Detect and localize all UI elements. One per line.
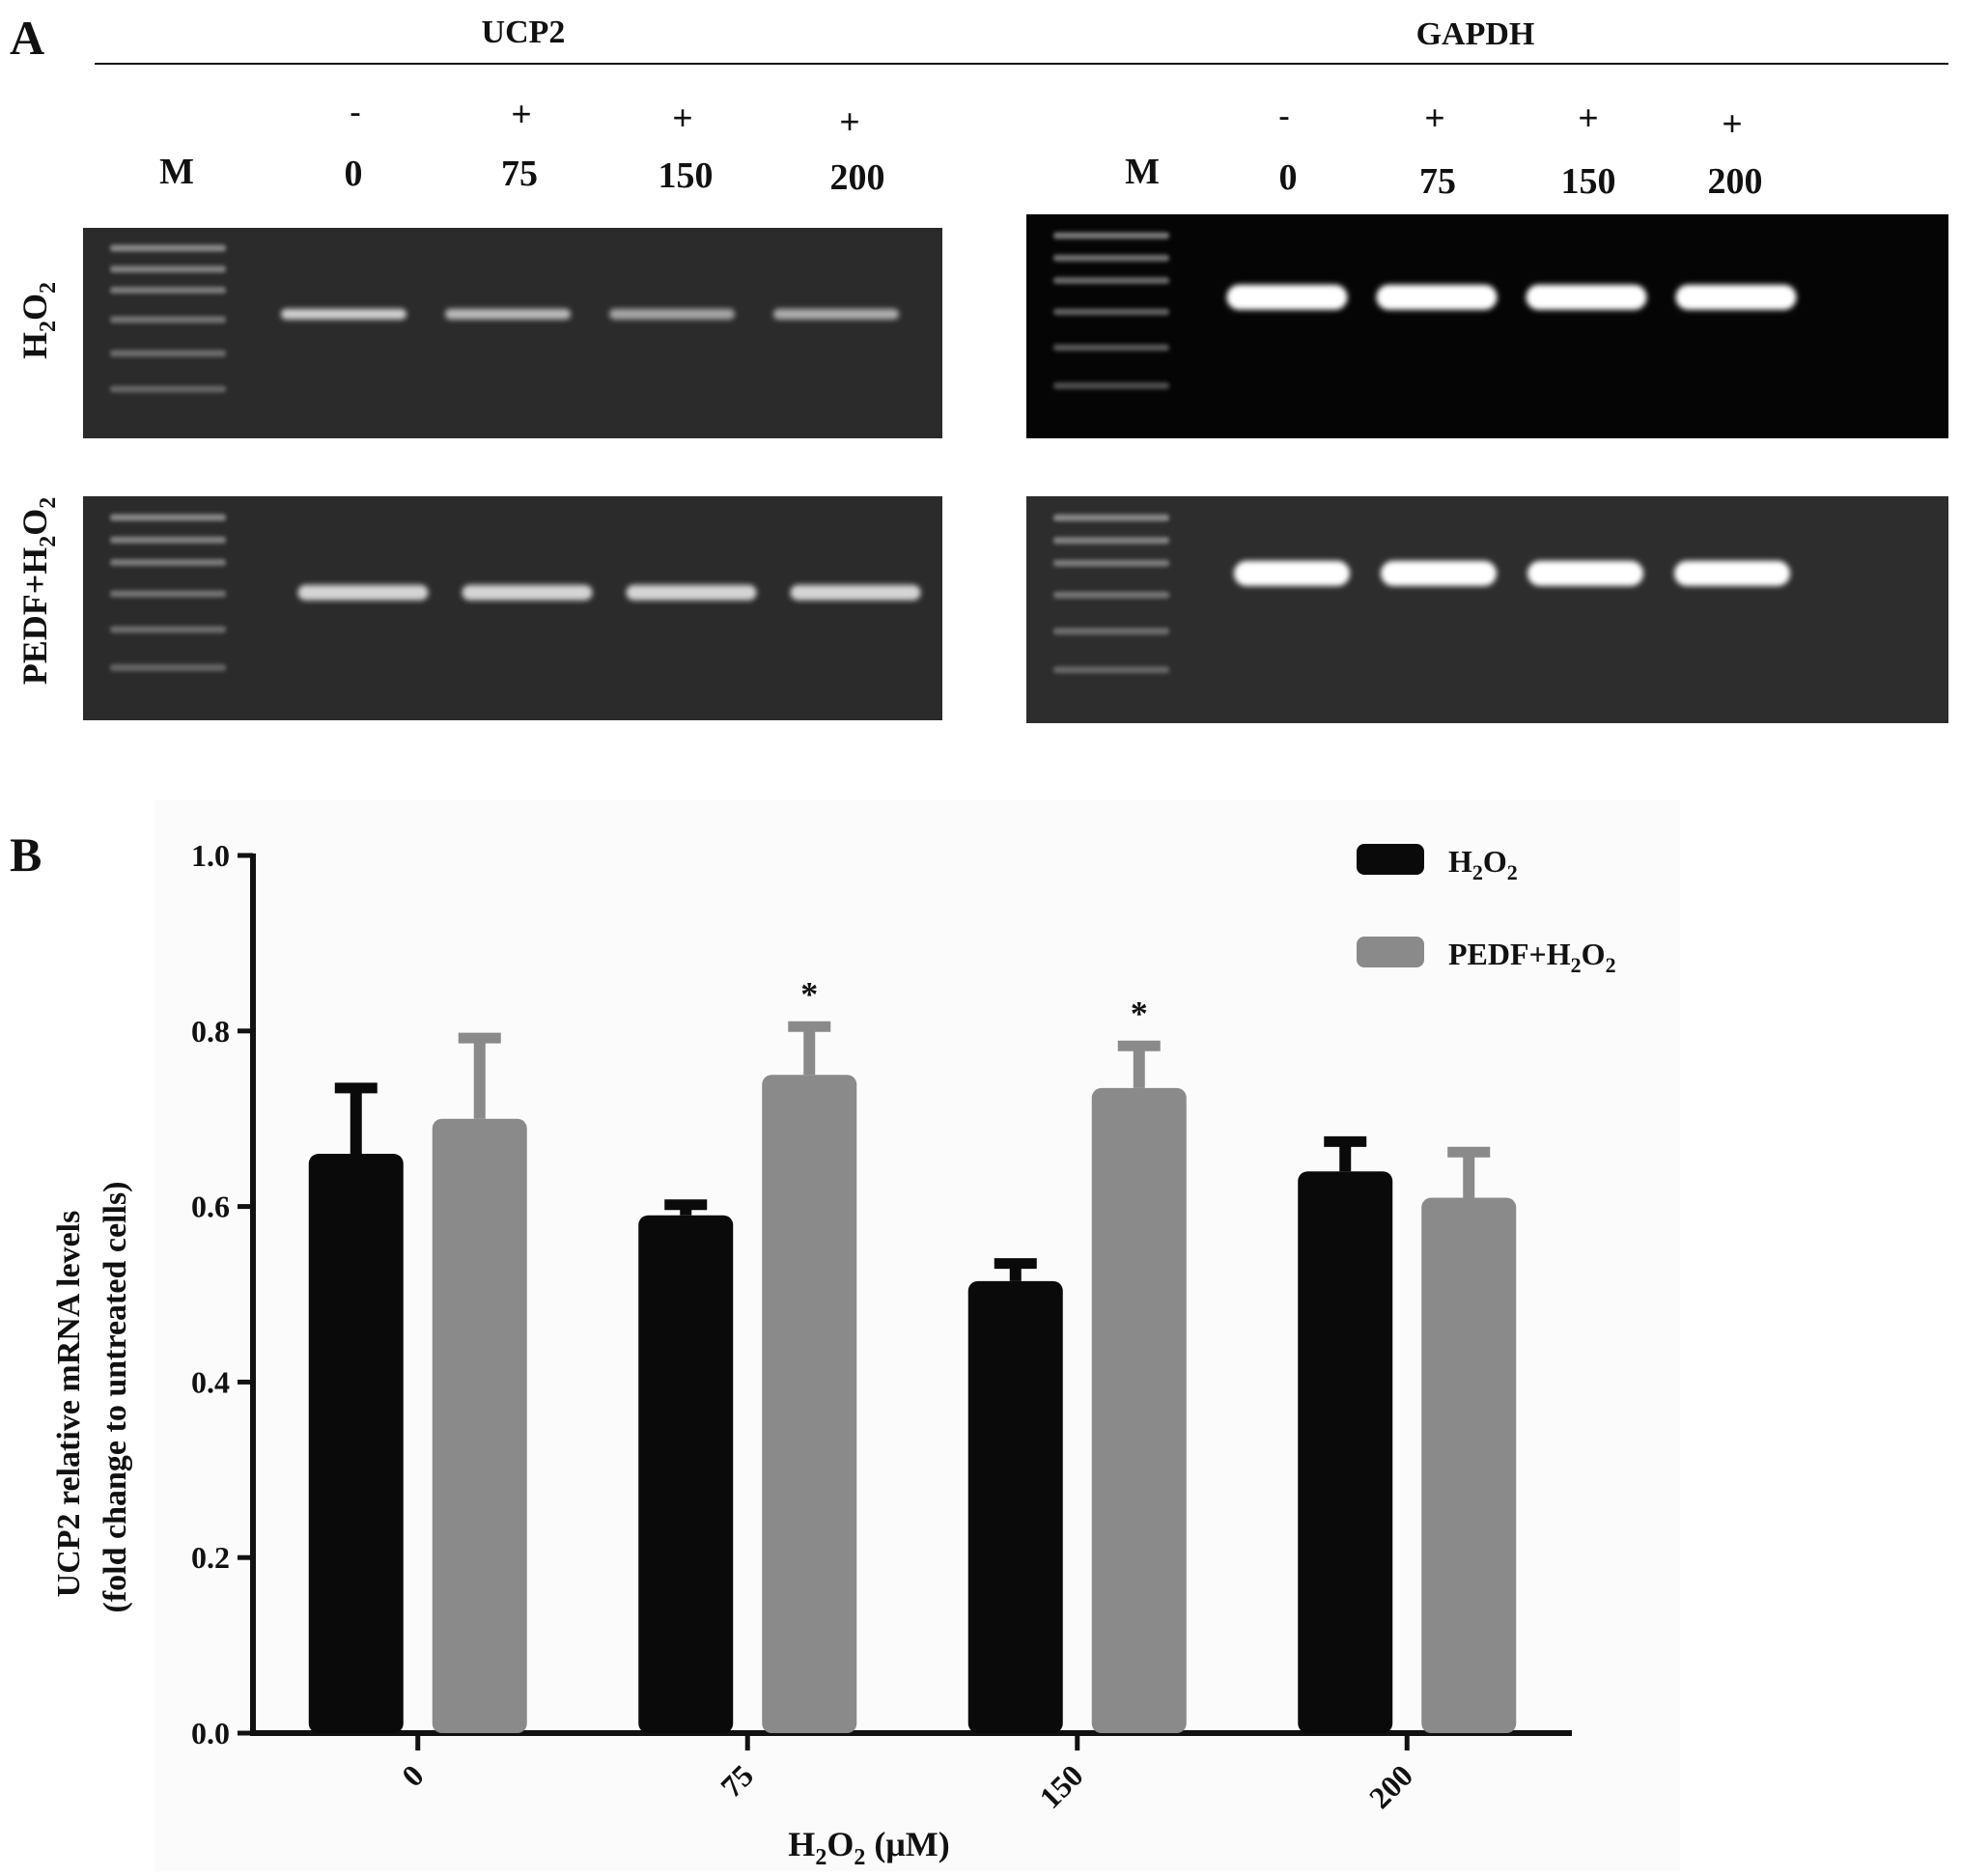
ladder-band (110, 536, 226, 544)
sample-band (281, 308, 406, 320)
gapdh-sign-4: + (1722, 103, 1742, 143)
x-axis-label: H2O2 (μM) (788, 1825, 949, 1870)
y-tick-label: 0.4 (191, 1364, 230, 1399)
gapdh-lane-header: M - + + + 0 75 150 200 (1125, 96, 1762, 202)
row-label-h2o2: H2O2 (15, 282, 61, 359)
ucp2-sign-2: + (511, 94, 531, 133)
row-label-pedf-h2o2: PEDF+H2O2 (15, 497, 61, 686)
y-tick-label: 0.8 (191, 1014, 230, 1049)
gel-ucp2-pedf-h2o2 (83, 496, 942, 720)
ladder-band (110, 385, 226, 393)
sample-band (1527, 560, 1643, 586)
gapdh-lane-200: 200 (1708, 161, 1763, 202)
sample-band (1675, 284, 1797, 310)
ladder-band (1053, 514, 1169, 521)
ladder-band (1053, 308, 1169, 316)
panel-b-letter: B (10, 827, 42, 882)
ladder-band (110, 664, 226, 671)
sample-band (773, 308, 899, 320)
gapdh-marker-label: M (1125, 152, 1160, 192)
y-tick-label: 1.0 (191, 838, 230, 873)
ladder-band (1053, 559, 1169, 567)
y-tick-label: 0.2 (191, 1540, 230, 1575)
legend-label-pedf-h2o2: PEDF+H2O2 (1448, 937, 1616, 977)
bar (1421, 1197, 1517, 1733)
ladder-band (1053, 276, 1169, 284)
ucp2-lane-header: M - + + + 0 75 150 200 (159, 92, 884, 198)
ladder-band (1053, 254, 1169, 262)
sample-band (609, 308, 735, 320)
bar (432, 1118, 527, 1733)
sample-band (445, 308, 571, 320)
ladder-band (1053, 232, 1169, 239)
ladder-band (110, 350, 226, 357)
ucp2-lane-75: 75 (501, 154, 538, 194)
y-tick-label: 0.0 (191, 1716, 230, 1750)
gel-gapdh-h2o2 (1026, 214, 1948, 438)
gapdh-lane-150: 150 (1561, 161, 1616, 202)
ladder-band (1053, 591, 1169, 599)
ucp2-sign-1: - (350, 92, 361, 131)
y-axis-label-line2: (fold change to untreated cells) (98, 1182, 133, 1613)
ladder-band (110, 266, 226, 273)
bar (308, 1154, 404, 1733)
ladder-band (1053, 382, 1169, 389)
bar (1091, 1087, 1187, 1733)
legend: H2O2 PEDF+H2O2 (1357, 844, 1616, 977)
sample-band (1674, 560, 1790, 586)
ladder-band (110, 287, 226, 294)
ucp2-sign-3: + (672, 98, 692, 137)
significance-marker: * (1131, 994, 1148, 1032)
gapdh-lane-0: 0 (1279, 157, 1298, 198)
sample-band (297, 584, 429, 601)
ucp2-lane-200: 200 (830, 157, 885, 198)
bar (967, 1280, 1063, 1733)
y-axis-label-line1: UCP2 relative mRNA levels (51, 1211, 87, 1598)
sample-band (1226, 284, 1348, 310)
gapdh-sign-1: - (1278, 96, 1290, 135)
ucp2-sign-4: + (839, 101, 859, 141)
sample-band (1526, 284, 1647, 310)
significance-marker: * (800, 974, 818, 1013)
sample-band (1234, 560, 1350, 586)
legend-swatch-h2o2 (1357, 844, 1424, 875)
ucp2-marker-label: M (159, 152, 194, 192)
ucp2-title: UCP2 (482, 14, 566, 50)
ladder-band (110, 244, 226, 252)
bar (638, 1215, 734, 1733)
sample-band (462, 584, 593, 601)
legend-label-h2o2: H2O2 (1448, 844, 1518, 884)
ucp2-lane-0: 0 (345, 154, 363, 194)
gel-gapdh-pedf-h2o2 (1026, 496, 1948, 723)
ladder-band (110, 626, 226, 633)
gapdh-sign-2: + (1424, 98, 1444, 137)
gel-ucp2-h2o2 (83, 228, 942, 438)
sample-band (626, 584, 757, 601)
ladder-band (1053, 537, 1169, 545)
gapdh-sign-3: + (1578, 98, 1598, 137)
gapdh-title: GAPDH (1416, 16, 1535, 52)
ladder-band (110, 558, 226, 566)
ladder-band (1053, 666, 1169, 674)
sample-band (1376, 284, 1498, 310)
bar (762, 1075, 857, 1733)
ladder-band (110, 316, 226, 323)
ladder-band (1053, 628, 1169, 635)
legend-swatch-pedf-h2o2 (1357, 937, 1424, 967)
gapdh-lane-75: 75 (1419, 161, 1456, 202)
ladder-band (110, 590, 226, 598)
bar (1298, 1171, 1393, 1733)
ladder-band (110, 514, 226, 521)
ladder-band (1053, 344, 1169, 351)
ucp2-lane-150: 150 (658, 155, 714, 196)
bar-chart: 0.00.20.40.60.81.00 75*150*200 (191, 838, 1572, 1815)
sample-band (790, 584, 921, 601)
panel-a-letter: A (10, 11, 44, 65)
y-tick-label: 0.6 (191, 1190, 230, 1224)
sample-band (1381, 560, 1497, 586)
